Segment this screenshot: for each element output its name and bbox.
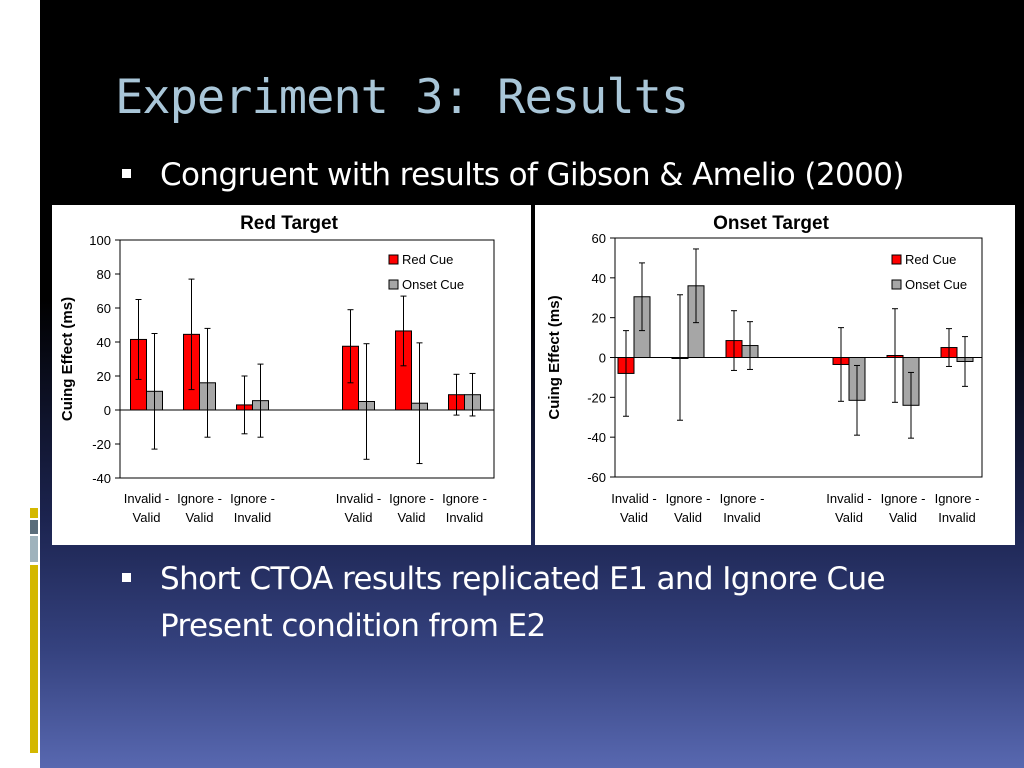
x-tick-label-line: Ignore - (442, 491, 487, 506)
x-tick-label-line: Valid (674, 510, 702, 525)
slide-title: Experiment 3: Results (115, 70, 689, 125)
x-tick-label: Invalid - Valid (826, 491, 872, 525)
x-tick-label-line: Ignore - (389, 491, 434, 506)
x-tick-label: Ignore - Invalid (720, 491, 765, 525)
legend-label: Onset Cue (402, 277, 464, 292)
chart-panel-red-target: Red Target Cuing Effect (ms) 100 80 60 40 20 0 -… (52, 205, 531, 545)
x-tick-label: Ignore - Invalid (935, 491, 980, 525)
legend-label: Red Cue (402, 252, 453, 267)
x-tick-label-line: Valid (889, 510, 917, 525)
bullet-item: Congruent with results of Gibson & Ameli… (122, 152, 1002, 199)
y-tick-label: 0 (599, 351, 606, 366)
x-tick-label-line: Valid (620, 510, 648, 525)
y-tick-label: 60 (97, 301, 111, 316)
x-tick-label-line: Invalid (234, 510, 272, 525)
x-tick-label-line: Invalid - (826, 491, 872, 506)
bullet-text: Short CTOA results replicated E1 and Ign… (160, 561, 886, 644)
chart-title: Onset Target (713, 213, 829, 234)
x-tick-label: Ignore - Valid (881, 491, 926, 525)
x-tick-label-line: Ignore - (720, 491, 765, 506)
y-tick-label: 40 (97, 335, 111, 350)
y-tick-label: -20 (92, 437, 111, 452)
chart-onset-target: Onset Target Cuing Effect (ms) 60 40 20 0 -20 -… (546, 213, 983, 525)
y-tick-label: 20 (592, 311, 606, 326)
x-tick-label-line: Valid (186, 510, 214, 525)
x-tick-label-line: Ignore - (935, 491, 980, 506)
x-tick-label: Ignore - Valid (177, 491, 222, 525)
legend-swatch (891, 254, 902, 265)
y-tick-label: 100 (89, 233, 111, 248)
x-tick-label-line: Invalid (723, 510, 761, 525)
x-tick-label-line: Invalid - (611, 491, 657, 506)
legend-label: Red Cue (905, 252, 956, 267)
legend-swatch (388, 279, 399, 290)
square-bullet-icon (122, 573, 131, 582)
y-tick-label: 20 (97, 369, 111, 384)
x-tick-label-line: Ignore - (230, 491, 275, 506)
chart-red-target: Red Target Cuing Effect (ms) 100 80 60 40 20 0 -… (59, 213, 495, 525)
square-bullet-icon (122, 169, 131, 178)
y-tick-label: 0 (104, 403, 111, 418)
bullet-item: Short CTOA results replicated E1 and Ign… (122, 556, 1002, 652)
deco-accent-slate (30, 520, 38, 534)
x-tick-label-line: Ignore - (881, 491, 926, 506)
y-tick-label: -40 (92, 471, 111, 486)
x-tick-label: Ignore - Valid (666, 491, 711, 525)
bullet-text: Congruent with results of Gibson & Ameli… (160, 157, 904, 193)
chart-panel-onset-target: Onset Target Cuing Effect (ms) 60 40 20 0 -20 -… (535, 205, 1015, 545)
y-axis-label: Cuing Effect (ms) (59, 297, 76, 421)
legend-label: Onset Cue (905, 277, 967, 292)
deco-accent-yellow-small (30, 508, 38, 518)
y-tick-label: -20 (587, 390, 606, 405)
x-tick-label-line: Invalid (938, 510, 976, 525)
x-tick-label-line: Ignore - (666, 491, 711, 506)
y-axis-label: Cuing Effect (ms) (546, 295, 563, 419)
y-tick-label: 40 (592, 271, 606, 286)
deco-accent-grey (30, 536, 38, 562)
y-tick-label: -60 (587, 470, 606, 485)
x-tick-label-line: Ignore - (177, 491, 222, 506)
y-tick-label: -40 (587, 430, 606, 445)
y-tick-label: 80 (97, 267, 111, 282)
deco-accent-yellow-bar (30, 565, 38, 753)
legend-swatch (891, 279, 902, 290)
x-tick-label: Ignore - Invalid (442, 491, 487, 525)
x-tick-label-line: Invalid - (336, 491, 382, 506)
chart-title: Red Target (240, 213, 339, 234)
y-tick-label: 60 (592, 231, 606, 246)
legend-swatch (388, 254, 399, 265)
x-tick-label: Invalid - Valid (124, 491, 170, 525)
x-tick-label: Ignore - Invalid (230, 491, 275, 525)
x-tick-label-line: Valid (133, 510, 161, 525)
x-tick-label: Ignore - Valid (389, 491, 434, 525)
x-tick-label-line: Valid (398, 510, 426, 525)
x-tick-label: Invalid - Valid (336, 491, 382, 525)
x-tick-label-line: Valid (835, 510, 863, 525)
x-tick-label-line: Invalid - (124, 491, 170, 506)
plot-area-frame (119, 239, 495, 479)
x-tick-label-line: Invalid (446, 510, 484, 525)
x-tick-label-line: Valid (345, 510, 373, 525)
x-tick-label: Invalid - Valid (611, 491, 657, 525)
